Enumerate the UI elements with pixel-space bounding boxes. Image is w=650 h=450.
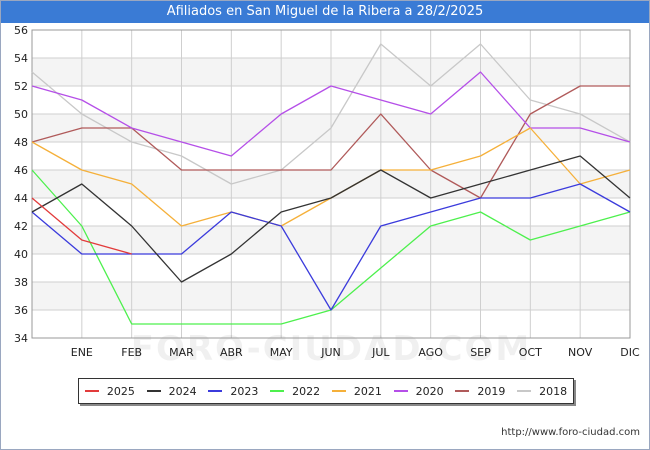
y-tick-label: 44 (14, 192, 28, 205)
plot-border (31, 29, 631, 339)
legend-item-2023: 2023 (208, 385, 258, 398)
y-tick-label: 46 (14, 164, 28, 177)
series-line-2024 (31, 155, 631, 283)
legend-label: 2024 (168, 384, 197, 398)
legend-item-2021: 2021 (331, 384, 382, 398)
y-tick-label: 54 (14, 52, 28, 65)
x-tick-label: AGO (418, 346, 443, 359)
series-line-2018 (31, 43, 631, 185)
y-tick-label: 42 (14, 220, 28, 233)
legend-label: 2020 (415, 384, 444, 398)
legend-swatch (393, 390, 408, 392)
x-tick-label: SEP (470, 346, 491, 359)
x-tick-label: FEB (121, 346, 142, 359)
legend-label: 2022 (292, 384, 321, 398)
legend-item-2020: 2020 (393, 384, 444, 398)
legend-swatch (270, 390, 285, 392)
x-tick-label: ABR (220, 346, 243, 359)
legend-item-2024: 2024 (146, 384, 197, 398)
legend-swatch (331, 390, 346, 392)
legend-item-2022: 2022 (270, 385, 320, 398)
legend-swatch (455, 390, 470, 392)
legend-item-2025: 2025 (84, 384, 135, 398)
x-tick-label: NOV (568, 346, 593, 359)
legend-label: 2021 (353, 384, 382, 398)
legend-label: 2025 (106, 384, 135, 398)
watermark: FORO-CIUDAD.COM (131, 329, 532, 369)
x-tick-label: OCT (519, 346, 542, 359)
x-tick-label: ENE (71, 346, 93, 359)
legend-item-2019: 2019 (455, 385, 505, 398)
y-tick-label: 40 (14, 248, 28, 261)
y-tick-label: 36 (14, 304, 28, 317)
legend-label: 2019 (477, 384, 506, 398)
legend-label: 2023 (230, 384, 259, 398)
chart-legend: 2025 2024 2023 2022 2021 2020 2019 2018 (78, 378, 574, 404)
y-tick-label: 52 (14, 80, 28, 93)
y-tick-label: 48 (14, 136, 28, 149)
x-tick-label: MAR (169, 346, 194, 359)
x-tick-label: JUN (320, 346, 341, 359)
y-tick-label: 38 (14, 276, 28, 289)
x-tick-label: JUL (371, 346, 390, 359)
chart-title: Afiliados en San Miguel de la Ribera a 2… (1, 1, 649, 23)
y-tick-label: 56 (14, 24, 28, 37)
source-url: http://www.foro-ciudad.com (501, 427, 640, 438)
y-tick-label: 34 (14, 332, 28, 345)
legend-swatch (146, 390, 161, 392)
y-tick-label: 50 (14, 108, 28, 121)
x-tick-label: DIC (620, 346, 640, 359)
x-tick-label: MAY (270, 346, 293, 359)
legend-swatch (517, 390, 532, 392)
legend-swatch (84, 390, 99, 392)
legend-label: 2018 (539, 384, 568, 398)
series-line-2025 (31, 197, 132, 255)
legend-swatch (208, 390, 223, 392)
legend-item-2018: 2018 (517, 385, 567, 398)
